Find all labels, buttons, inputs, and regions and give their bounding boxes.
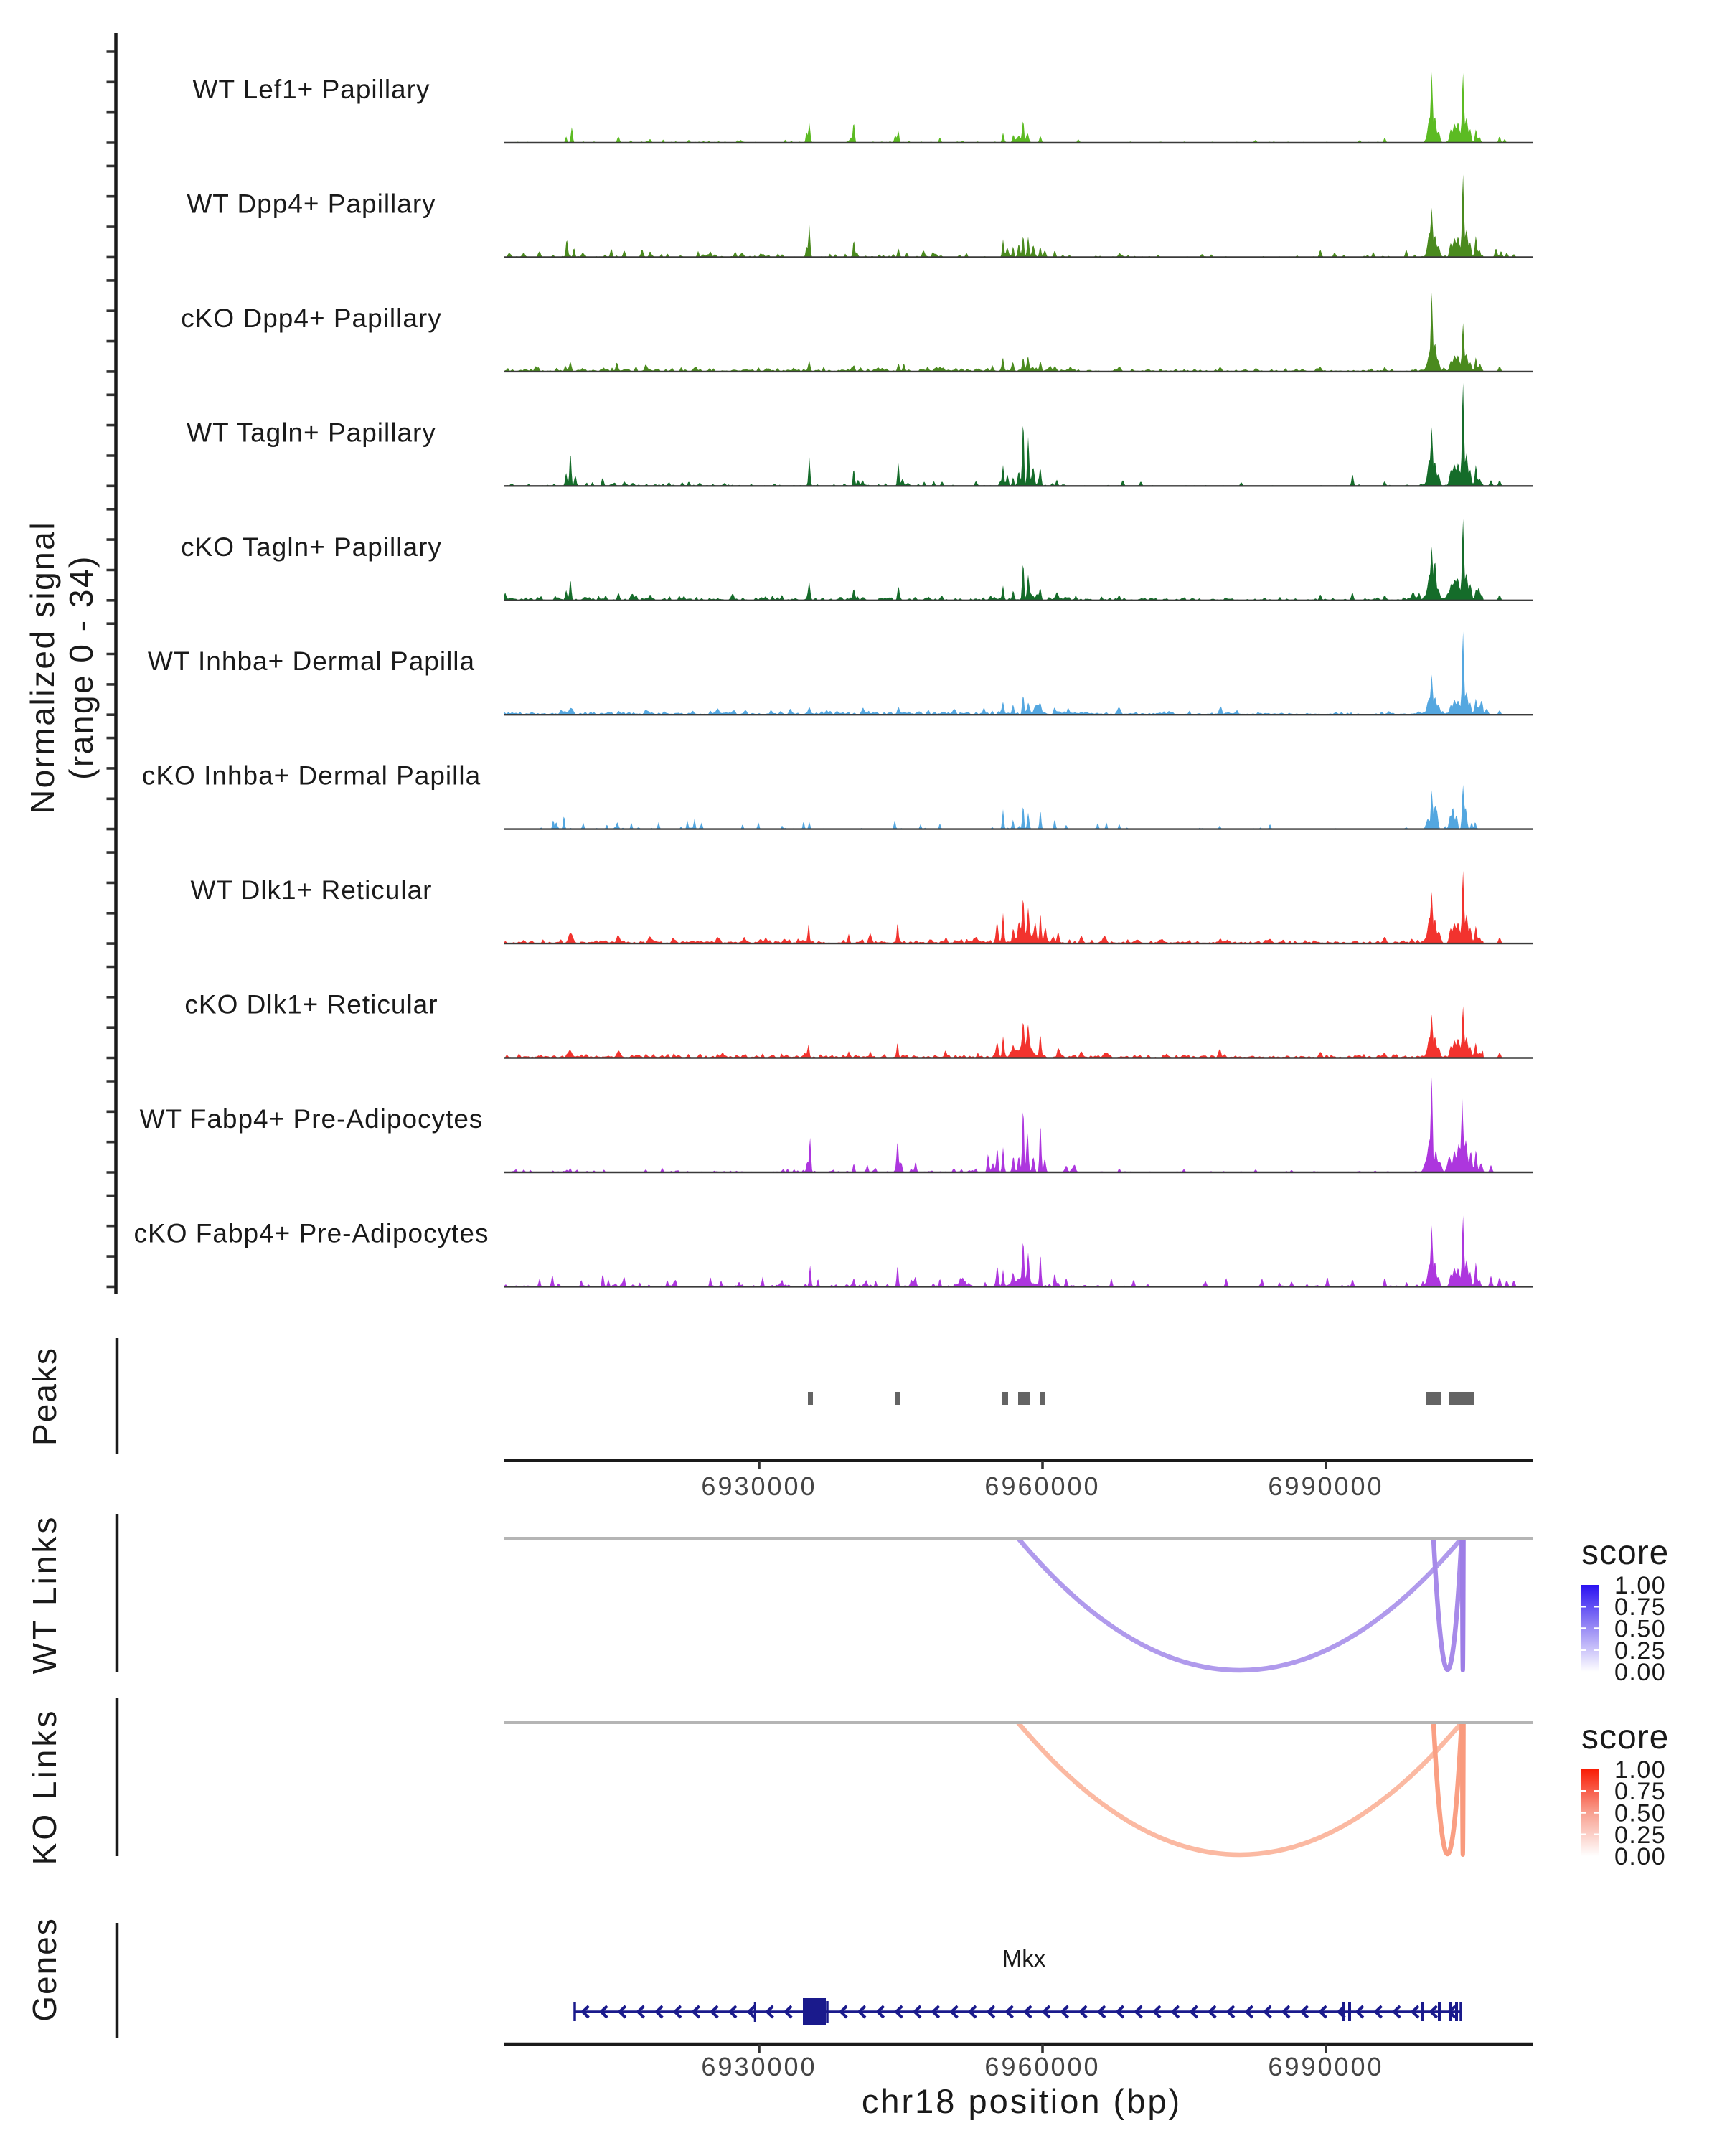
- svg-text:6990000: 6990000: [1268, 1472, 1383, 1501]
- svg-text:WT Inhba+ Dermal Papilla: WT Inhba+ Dermal Papilla: [148, 646, 475, 676]
- svg-text:WT Dlk1+ Reticular: WT Dlk1+ Reticular: [190, 875, 432, 905]
- svg-text:0.00: 0.00: [1614, 1659, 1666, 1686]
- svg-text:Normalized signal: Normalized signal: [24, 521, 61, 814]
- svg-text:WT Links: WT Links: [26, 1515, 63, 1675]
- svg-text:WT Fabp4+ Pre-Adipocytes: WT Fabp4+ Pre-Adipocytes: [140, 1104, 484, 1134]
- svg-text:cKO Dpp4+ Papillary: cKO Dpp4+ Papillary: [181, 303, 441, 333]
- svg-text:0.50: 0.50: [1614, 1800, 1666, 1827]
- svg-text:0.75: 0.75: [1614, 1778, 1666, 1805]
- svg-text:0.25: 0.25: [1614, 1822, 1666, 1849]
- svg-text:0.25: 0.25: [1614, 1637, 1666, 1665]
- svg-text:6990000: 6990000: [1268, 2052, 1383, 2081]
- svg-text:0.50: 0.50: [1614, 1616, 1666, 1643]
- svg-text:cKO Dlk1+ Reticular: cKO Dlk1+ Reticular: [184, 990, 438, 1020]
- svg-text:6930000: 6930000: [701, 2052, 817, 2081]
- svg-text:score: score: [1581, 1718, 1669, 1756]
- svg-text:0.00: 0.00: [1614, 1843, 1666, 1870]
- svg-text:cKO Fabp4+ Pre-Adipocytes: cKO Fabp4+ Pre-Adipocytes: [134, 1218, 489, 1248]
- svg-text:Genes: Genes: [26, 1917, 63, 2022]
- svg-text:score: score: [1581, 1534, 1669, 1572]
- svg-text:(range 0 - 34): (range 0 - 34): [62, 555, 100, 780]
- svg-text:cKO Inhba+ Dermal Papilla: cKO Inhba+ Dermal Papilla: [142, 761, 481, 791]
- svg-text:6960000: 6960000: [984, 2052, 1100, 2081]
- svg-text:Peaks: Peaks: [26, 1347, 63, 1446]
- svg-text:cKO Tagln+ Papillary: cKO Tagln+ Papillary: [181, 532, 442, 562]
- svg-text:1.00: 1.00: [1614, 1572, 1666, 1599]
- svg-text:WT Tagln+ Papillary: WT Tagln+ Papillary: [187, 418, 436, 447]
- svg-text:6930000: 6930000: [701, 1472, 817, 1501]
- svg-text:WT Lef1+ Papillary: WT Lef1+ Papillary: [193, 75, 430, 104]
- svg-text:Mkx: Mkx: [1002, 1945, 1046, 1972]
- svg-text:KO Links: KO Links: [26, 1708, 63, 1865]
- svg-text:WT Dpp4+ Papillary: WT Dpp4+ Papillary: [187, 189, 436, 218]
- svg-text:6960000: 6960000: [984, 1472, 1100, 1501]
- svg-text:0.75: 0.75: [1614, 1594, 1666, 1621]
- svg-text:1.00: 1.00: [1614, 1756, 1666, 1784]
- svg-text:chr18 position (bp): chr18 position (bp): [862, 2082, 1182, 2120]
